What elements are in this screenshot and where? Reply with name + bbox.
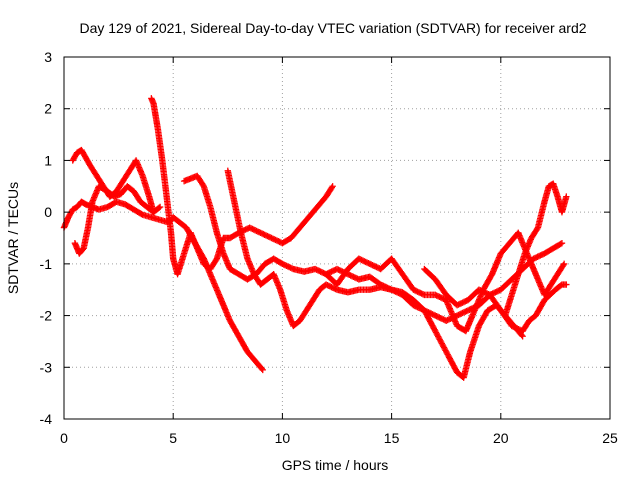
data-point <box>557 240 564 248</box>
x-tick-label: 0 <box>60 430 68 446</box>
x-tick-label: 20 <box>493 430 509 446</box>
x-tick-label: 15 <box>384 430 400 446</box>
x-axis-label: GPS time / hours <box>282 457 389 473</box>
data-point <box>258 365 266 372</box>
y-tick-label: 2 <box>44 101 52 117</box>
y-tick-label: -2 <box>40 308 53 324</box>
y-tick-label: 1 <box>44 152 52 168</box>
data-point <box>328 184 336 191</box>
data-point <box>259 366 266 374</box>
x-tick-label: 5 <box>169 430 177 446</box>
series-track-e <box>224 167 526 381</box>
series-track-h <box>421 265 570 335</box>
series-track-g <box>501 180 570 319</box>
x-tick-label: 25 <box>602 430 618 446</box>
plot-frame <box>63 56 611 420</box>
data-point <box>560 260 568 268</box>
data-point <box>563 281 570 288</box>
chart-title: Day 129 of 2021, Sidereal Day-to-day VTE… <box>79 20 586 36</box>
y-tick-label: 3 <box>44 49 52 65</box>
series-track-i <box>71 183 164 257</box>
x-tick-label: 10 <box>275 430 291 446</box>
data-point <box>563 193 570 200</box>
y-tick-label: -3 <box>40 359 53 375</box>
data-point <box>156 203 164 211</box>
axis-ticks: 0 5 10 15 20 25 -4 -3 -2 -1 0 1 2 3 <box>40 49 618 446</box>
data-point <box>533 225 541 233</box>
data-marks <box>60 95 570 381</box>
y-axis-label: SDTVAR / TECUs <box>5 182 21 294</box>
data-point <box>155 204 163 212</box>
data-point <box>560 261 567 269</box>
y-tick-label: -4 <box>40 411 53 427</box>
data-point <box>329 183 336 190</box>
data-point <box>558 239 566 247</box>
grid-lines <box>64 57 610 419</box>
y-tick-label: 0 <box>44 204 52 220</box>
y-tick-label: -1 <box>40 256 53 272</box>
